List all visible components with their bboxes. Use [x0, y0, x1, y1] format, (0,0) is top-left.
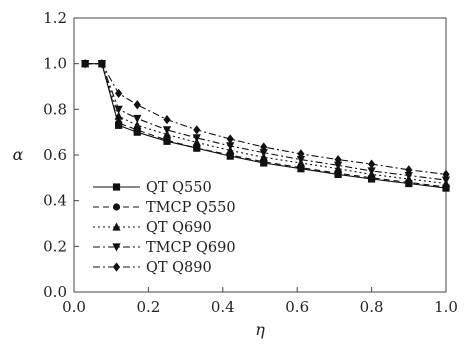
legend-entry: QT Q550	[93, 180, 212, 196]
data-point	[163, 115, 171, 125]
data-point	[193, 144, 201, 152]
y-tick-label: 0.4	[43, 192, 67, 210]
data-point	[334, 161, 343, 170]
data-point	[226, 142, 235, 151]
series-tmcp-q690	[81, 60, 451, 185]
legend-label: QT Q690	[146, 220, 212, 236]
data-point	[162, 126, 172, 135]
legend-entry: TMCP Q690	[93, 240, 236, 256]
data-point	[367, 167, 376, 176]
data-point	[114, 111, 123, 120]
data-point	[405, 165, 413, 175]
data-point	[193, 125, 201, 135]
legend-label: QT Q890	[146, 260, 212, 276]
y-tick-label: 0.0	[43, 283, 67, 301]
legend-marker	[112, 262, 121, 272]
data-point	[115, 119, 123, 127]
legend-entry: QT Q890	[93, 260, 212, 276]
legend-marker	[112, 183, 121, 191]
y-tick-label: 1.0	[43, 55, 67, 73]
data-point	[404, 171, 413, 181]
legend-marker	[112, 203, 121, 211]
data-point	[81, 59, 89, 69]
x-tick-label: 0.6	[285, 298, 309, 316]
chart-axes: 0.0 0.2 0.4 0.6 0.8 1.0 0.0 0.2 0.4 0.6 0.8 1.0 1.2	[43, 9, 458, 316]
legend-marker	[112, 222, 121, 231]
data-point	[260, 142, 268, 152]
series-qt-q690	[81, 59, 451, 188]
data-point	[192, 134, 201, 143]
y-tick-label: 0.2	[43, 237, 67, 255]
data-point	[441, 176, 451, 185]
legend-label: QT Q550	[146, 180, 212, 196]
data-point	[334, 154, 342, 165]
y-axis-title: α	[13, 145, 24, 164]
data-point	[226, 134, 234, 144]
legend-label: TMCP Q550	[146, 200, 236, 216]
data-point	[163, 136, 171, 144]
x-tick-label: 0.4	[211, 298, 235, 316]
data-point	[442, 169, 450, 180]
legend-label: TMCP Q690	[146, 240, 236, 256]
data-point	[297, 149, 305, 159]
plot-frame	[73, 17, 447, 293]
legend-entry: TMCP Q550	[93, 200, 236, 216]
legend: QT Q550 TMCP Q550 QT Q690 TMCP Q690 QT Q890	[93, 180, 236, 276]
series-qt-q890	[81, 59, 450, 180]
y-tick-label: 0.6	[43, 146, 67, 164]
data-point	[98, 59, 106, 69]
x-tick-label: 0.0	[62, 298, 86, 316]
data-point	[133, 100, 141, 110]
legend-entry: QT Q690	[93, 220, 212, 236]
legend-marker	[112, 243, 121, 252]
x-tick-label: 0.8	[360, 298, 384, 316]
data-point	[133, 114, 142, 124]
x-tick-label: 0.2	[136, 298, 160, 316]
y-tick-label: 0.8	[43, 100, 67, 118]
data-point	[115, 88, 123, 98]
x-tick-label: 1.0	[434, 298, 458, 316]
y-tick-label: 1.2	[43, 9, 67, 27]
data-point	[133, 120, 142, 129]
data-point	[259, 149, 268, 158]
data-point	[114, 105, 123, 114]
data-point	[296, 155, 306, 165]
x-axis-title: η	[255, 320, 265, 339]
data-point	[368, 159, 376, 169]
series-layer	[81, 59, 451, 192]
